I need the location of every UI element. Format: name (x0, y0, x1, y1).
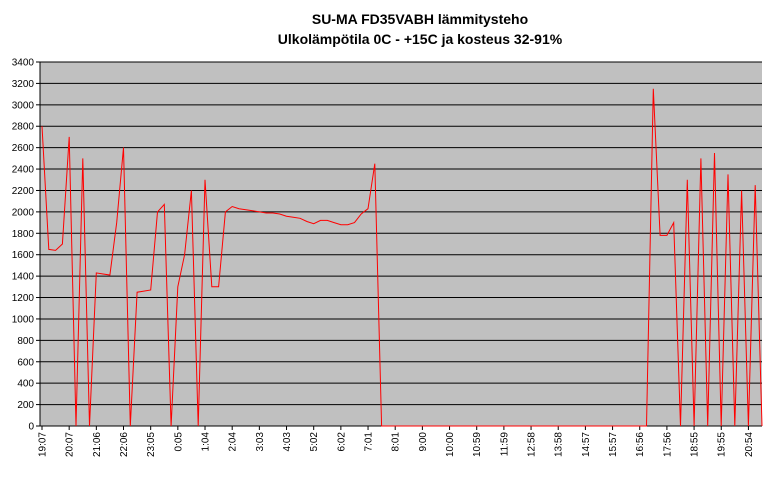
y-tick-label: 1400 (12, 272, 35, 283)
x-tick-label: 7:01 (364, 432, 375, 452)
y-tick-label: 3400 (12, 58, 35, 69)
y-tick-label: 2200 (12, 186, 35, 197)
x-tick-label: 2:04 (228, 432, 239, 452)
x-tick-label: 3:03 (255, 432, 266, 452)
x-tick-label: 21:06 (92, 432, 103, 457)
y-tick-label: 1200 (12, 293, 35, 304)
x-tick-label: 19:55 (717, 432, 728, 457)
x-tick-label: 5:02 (309, 432, 320, 452)
x-tick-label: 0:05 (173, 432, 184, 452)
x-tick-label: 6:02 (336, 432, 347, 452)
x-tick-label: 1:04 (201, 432, 212, 452)
y-tick-label: 2000 (12, 207, 35, 218)
plot-area (40, 62, 762, 426)
chart-title: SU-MA FD35VABH lämmitysteho (312, 11, 528, 27)
y-tick-label: 1800 (12, 229, 35, 240)
y-tick-label: 1000 (12, 314, 35, 325)
y-tick-label: 2400 (12, 165, 35, 176)
x-tick-label: 13:58 (554, 432, 565, 457)
y-tick-label: 0 (28, 422, 34, 433)
x-tick-label: 16:56 (635, 432, 646, 457)
y-tick-label: 2800 (12, 122, 35, 133)
x-tick-label: 15:57 (608, 432, 619, 457)
x-tick-label: 23:05 (146, 432, 157, 457)
y-tick-label: 200 (17, 400, 34, 411)
x-tick-label: 9:00 (418, 432, 429, 452)
x-tick-label: 10:59 (472, 432, 483, 457)
x-tick-label: 4:03 (282, 432, 293, 452)
y-tick-label: 3200 (12, 79, 35, 90)
y-tick-label: 1600 (12, 250, 35, 261)
y-tick-label: 600 (17, 357, 34, 368)
x-tick-label: 14:57 (581, 432, 592, 457)
chart-subtitle: Ulkolämpötila 0C - +15C ja kosteus 32-91… (278, 31, 563, 47)
x-tick-label: 12:58 (527, 432, 538, 457)
x-tick-label: 10:00 (445, 432, 456, 457)
x-tick-label: 20:07 (65, 432, 76, 457)
y-tick-label: 3000 (12, 100, 35, 111)
x-tick-label: 19:07 (38, 432, 49, 457)
data-line (41, 88, 763, 427)
x-tick-label: 20:54 (744, 432, 755, 457)
x-tick-label: 22:06 (119, 432, 130, 457)
y-tick-label: 400 (17, 379, 34, 390)
y-tick-label: 2600 (12, 143, 35, 154)
x-tick-label: 11:59 (499, 432, 510, 457)
x-tick-label: 17:56 (662, 432, 673, 457)
y-tick-label: 800 (17, 336, 34, 347)
x-tick-label: 18:55 (690, 432, 701, 457)
x-tick-label: 8:01 (391, 432, 402, 452)
